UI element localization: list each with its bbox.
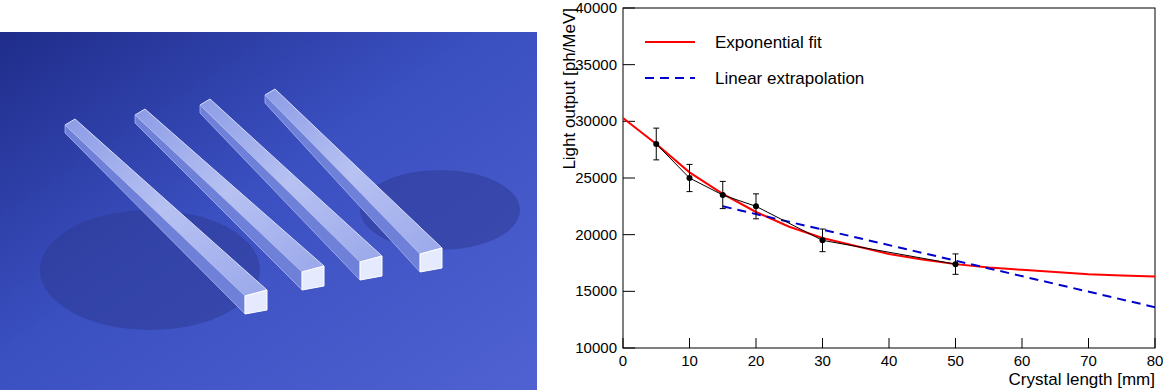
x-tick	[1022, 338, 1023, 348]
error-cap	[820, 251, 826, 252]
y-tick	[623, 291, 635, 292]
page: 10000 15000 20000 25000 30000 35000 40000 0 10 20…	[0, 0, 1163, 390]
y-tick-label: 40000	[575, 0, 617, 16]
fit-line	[723, 206, 1155, 307]
data-point	[720, 192, 726, 198]
crystal-face	[302, 266, 324, 290]
error-cap	[720, 181, 726, 182]
x-tick-label: 40	[881, 352, 898, 369]
crystal-side	[65, 125, 245, 314]
y-tick	[623, 8, 635, 9]
error-cap	[687, 164, 693, 165]
photo-background	[0, 32, 537, 390]
x-axis-title: Crystal length [mm]	[1009, 370, 1155, 389]
x-tick-label: 50	[947, 352, 964, 369]
crystal-face	[420, 248, 442, 272]
crystal-side	[265, 95, 420, 272]
x-tick	[623, 338, 624, 348]
error-cap	[720, 208, 726, 209]
x-tick-label: 0	[619, 352, 627, 369]
legend-label: Exponential fit	[715, 33, 822, 52]
data-line	[656, 144, 955, 264]
error-cap	[953, 253, 959, 254]
legend: Exponential fit Linear extrapolation	[645, 33, 864, 88]
y-tick-label: 15000	[575, 282, 617, 299]
y-tick-label: 20000	[575, 226, 617, 243]
error-cap	[653, 159, 659, 160]
error-cap	[653, 128, 659, 129]
y-tick-label: 25000	[575, 169, 617, 186]
error-cap	[953, 274, 959, 275]
x-tick-label: 80	[1147, 352, 1163, 369]
x-tick-label: 30	[814, 352, 831, 369]
x-tick	[889, 338, 890, 348]
error-cap	[687, 191, 693, 192]
crystal-face	[360, 256, 382, 280]
crystal-top	[265, 89, 442, 254]
x-tick-label: 60	[1014, 352, 1031, 369]
x-tick	[1088, 338, 1089, 348]
x-tick	[1155, 338, 1156, 348]
photo	[0, 32, 537, 390]
data-point	[953, 261, 959, 267]
data-point	[653, 141, 659, 147]
y-tick-label: 30000	[575, 112, 617, 129]
x-tick-label: 20	[748, 352, 765, 369]
crystal-face	[245, 290, 267, 314]
crystal-side	[135, 115, 302, 290]
x-tick-label: 10	[681, 352, 698, 369]
y-tick	[623, 348, 635, 349]
y-tick	[623, 64, 635, 65]
x-tick	[756, 338, 757, 348]
plot-area	[623, 118, 1155, 307]
error-cap	[820, 229, 826, 230]
data-point	[820, 237, 826, 243]
fit-line	[623, 118, 1155, 277]
x-tick	[822, 338, 823, 348]
legend-swatch	[645, 77, 695, 79]
y-tick	[623, 234, 635, 235]
error-cap	[753, 193, 759, 194]
y-axis-title: Light output [ph/MeV]	[560, 8, 579, 170]
plot-frame	[623, 8, 1155, 348]
x-tick	[689, 338, 690, 348]
x-tick	[955, 338, 956, 348]
error-cap	[753, 218, 759, 219]
data-point	[753, 203, 759, 209]
legend-swatch	[645, 41, 695, 43]
legend-label: Linear extrapolation	[715, 69, 864, 88]
x-tick-label: 70	[1080, 352, 1097, 369]
chart: 10000 15000 20000 25000 30000 35000 40000 0 10 20…	[560, 0, 1163, 389]
crystal-side	[200, 105, 360, 280]
y-tick-label: 10000	[575, 339, 617, 356]
y-tick-label: 35000	[575, 56, 617, 73]
data-point	[687, 175, 693, 181]
y-tick	[623, 178, 635, 179]
